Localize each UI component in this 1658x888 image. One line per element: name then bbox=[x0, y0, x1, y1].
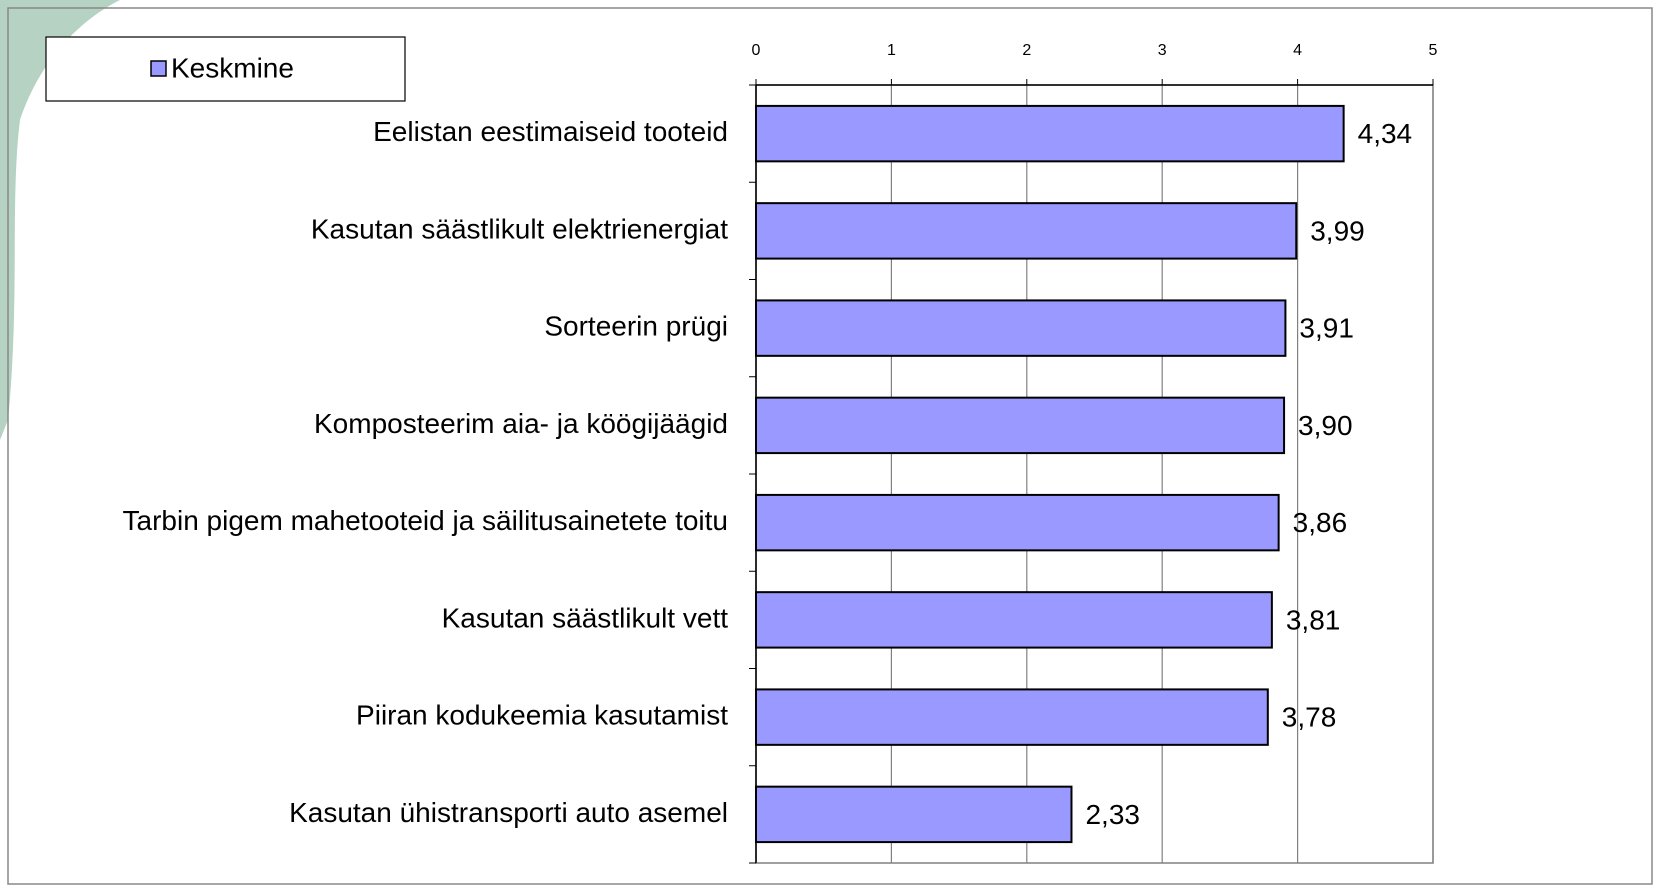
x-tick-label: 1 bbox=[887, 42, 896, 59]
x-tick-label: 0 bbox=[752, 42, 761, 59]
y-tick-label: Piiran kodukeemia kasutamist bbox=[356, 700, 728, 731]
x-tick-label: 2 bbox=[1022, 42, 1031, 59]
value-label: 3,78 bbox=[1282, 702, 1337, 733]
x-tick-label: 4 bbox=[1293, 42, 1302, 59]
value-label: 3,90 bbox=[1298, 410, 1353, 441]
bar bbox=[756, 495, 1279, 550]
y-tick-label: Eelistan eestimaiseid tooteid bbox=[373, 116, 728, 147]
chart: 0 1 2 3 4 5 Eelistan eestimaiseid tooteid Kasut… bbox=[0, 0, 1658, 888]
y-tick-label: Kasutan säästlikult vett bbox=[442, 602, 729, 633]
value-label: 3,86 bbox=[1293, 507, 1348, 538]
y-tick-label: Kasutan säästlikult elektrienergiat bbox=[311, 213, 728, 244]
x-tick-label: 3 bbox=[1158, 42, 1167, 59]
value-label: 3,81 bbox=[1286, 604, 1341, 635]
y-tick-label: Kasutan ühistransporti auto asemel bbox=[289, 797, 728, 828]
bar bbox=[756, 689, 1268, 744]
value-label: 3,91 bbox=[1299, 313, 1354, 344]
plot-area bbox=[756, 85, 1433, 863]
page: {"chart_data": {"type": "bar", "categori… bbox=[0, 0, 1658, 888]
legend-label: Keskmine bbox=[171, 52, 294, 83]
bar bbox=[756, 300, 1285, 355]
y-tick-label: Tarbin pigem mahetooteid ja säilitusaine… bbox=[123, 505, 728, 536]
bar bbox=[756, 106, 1344, 161]
value-label: 2,33 bbox=[1085, 799, 1140, 830]
y-tick-label: Sorteerin prügi bbox=[544, 311, 728, 342]
x-tick-label: 5 bbox=[1429, 42, 1438, 59]
value-label: 4,34 bbox=[1358, 118, 1413, 149]
bar bbox=[756, 592, 1272, 647]
bar bbox=[756, 203, 1296, 258]
legend-swatch bbox=[151, 61, 166, 76]
bar bbox=[756, 787, 1071, 842]
y-tick-label: Komposteerim aia- ja köögijäägid bbox=[314, 408, 728, 439]
value-label: 3,99 bbox=[1310, 215, 1365, 246]
bar bbox=[756, 398, 1284, 453]
